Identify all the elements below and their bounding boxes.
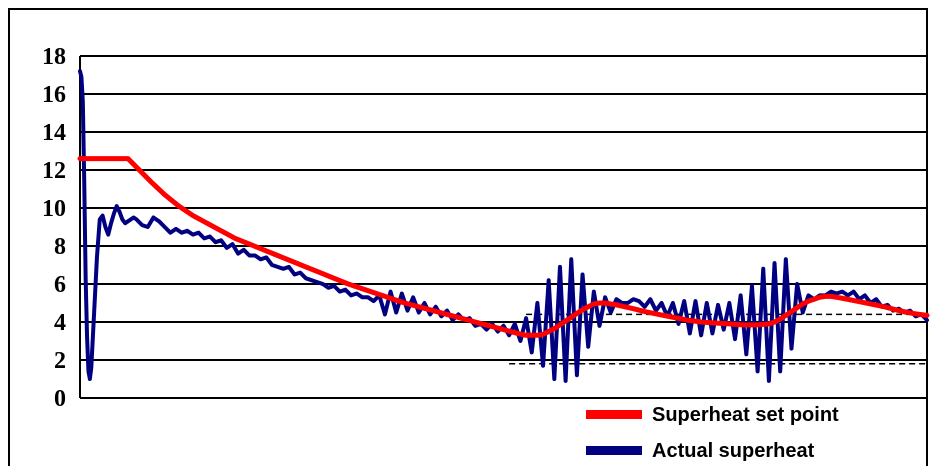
- y-tick-label-10: 10: [42, 196, 66, 222]
- y-tick-label-6: 6: [54, 272, 66, 298]
- legend-swatch-setpoint: [586, 410, 642, 419]
- y-tick-label-4: 4: [54, 310, 66, 336]
- y-tick-labels: 0 2 4 6 8 10 12 14 16 18: [42, 44, 66, 412]
- legend-swatch-actual: [586, 446, 642, 455]
- chart-border: [8, 8, 928, 466]
- legend: Superheat set point Actual superheat: [586, 404, 839, 462]
- legend-label-actual: Actual superheat: [652, 440, 815, 462]
- legend-label-setpoint: Superheat set point: [652, 404, 839, 426]
- gridlines: [80, 55, 927, 399]
- series-lines: [77, 69, 930, 383]
- series-line-setpoint: [77, 156, 930, 338]
- y-tick-label-16: 16: [42, 82, 66, 108]
- y-tick-label-12: 12: [42, 158, 66, 184]
- y-tick-label-8: 8: [54, 234, 66, 260]
- y-tick-label-14: 14: [42, 120, 66, 146]
- y-tick-label-2: 2: [54, 348, 66, 374]
- y-tick-label-0: 0: [54, 386, 66, 412]
- y-tick-label-18: 18: [42, 44, 66, 70]
